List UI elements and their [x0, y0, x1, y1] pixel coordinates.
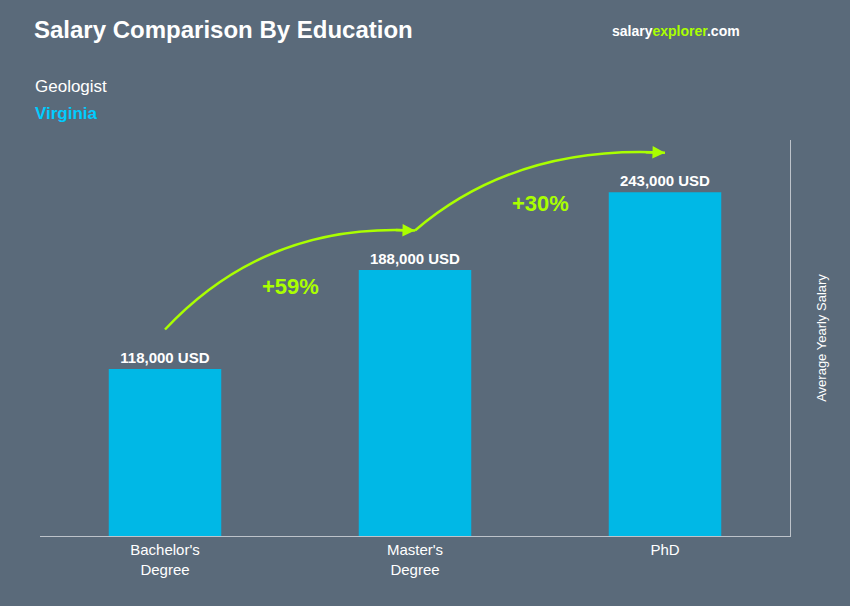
svg-text:Master'sDegree: Master'sDegree: [387, 541, 443, 578]
svg-text:Average Yearly Salary: Average Yearly Salary: [814, 274, 829, 402]
svg-text:243,000 USD: 243,000 USD: [620, 172, 710, 189]
svg-text:Salary Comparison By Education: Salary Comparison By Education: [34, 16, 413, 43]
svg-text:Geologist: Geologist: [35, 77, 107, 96]
svg-text:+30%: +30%: [512, 191, 569, 216]
svg-text:Bachelor'sDegree: Bachelor'sDegree: [130, 541, 200, 578]
svg-text:PhD: PhD: [650, 541, 679, 558]
svg-text:118,000 USD: 118,000 USD: [120, 349, 209, 366]
svg-text:salaryexplorer.com: salaryexplorer.com: [612, 23, 740, 39]
svg-text:+59%: +59%: [262, 274, 319, 299]
svg-text:Virginia: Virginia: [35, 104, 98, 123]
svg-text:188,000 USD: 188,000 USD: [370, 250, 460, 267]
